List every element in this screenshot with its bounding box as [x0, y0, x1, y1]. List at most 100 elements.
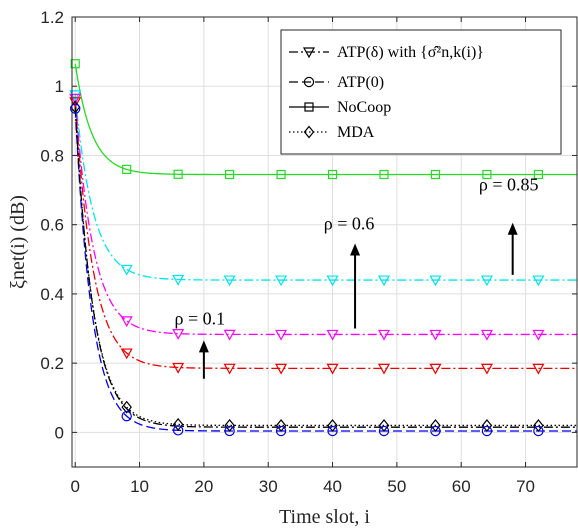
triangle-marker	[223, 275, 236, 287]
y-tick-label: 0.6	[40, 216, 64, 235]
series-line	[74, 63, 577, 176]
series-line	[74, 108, 577, 432]
triangle-marker	[172, 329, 185, 340]
circle-marker	[275, 425, 287, 437]
triangle-marker	[429, 275, 442, 287]
triangle-marker	[377, 275, 391, 287]
triangle-marker	[275, 363, 288, 375]
diamond-marker	[275, 419, 287, 432]
series-line	[74, 98, 577, 336]
series-line	[74, 94, 577, 281]
triangle-marker	[480, 329, 493, 341]
x-tick-label: 50	[387, 477, 406, 496]
series-line	[74, 101, 577, 369]
square-marker	[379, 169, 389, 180]
square-marker	[430, 169, 441, 180]
legend-box	[280, 29, 562, 155]
square-marker	[122, 164, 132, 174]
legend-label: MDA	[337, 124, 375, 141]
annotation-label: ρ = 0.6	[324, 213, 375, 233]
x-tick-label: 10	[130, 477, 149, 496]
square-marker	[533, 169, 544, 180]
diamond-marker	[533, 419, 544, 432]
diamond-marker	[327, 419, 338, 432]
diamond-marker	[430, 419, 441, 432]
triangle-marker	[480, 275, 493, 287]
square-marker	[225, 169, 235, 180]
square-marker	[70, 59, 80, 69]
circle-marker	[224, 425, 235, 437]
annotation-arrowhead	[507, 222, 518, 235]
triangle-marker	[480, 363, 493, 375]
x-tick-label: 20	[194, 477, 213, 496]
diamond-marker	[303, 125, 315, 139]
triangle-marker	[429, 329, 442, 341]
triangle-marker	[69, 90, 82, 102]
annotation-layer: ρ = 0.1 ρ = 0.6 ρ = 0.85	[175, 175, 539, 379]
y-tick-label: 0.4	[40, 285, 64, 304]
triangle-marker	[69, 97, 82, 109]
legend-label: ATP(δ) with {σ̂²n,k(i)}	[337, 44, 484, 61]
circle-marker	[481, 425, 493, 437]
triangle-marker	[326, 329, 339, 341]
x-axis-label: Time slot, i	[279, 506, 370, 528]
diamond-marker	[224, 418, 235, 432]
legend-label: NoCoop	[337, 99, 391, 116]
x-tick-label: 60	[452, 477, 471, 496]
tick-layer: 0 10 20 30 40 50 60 70 0 0.2 0.4 0.6 0.8 1 1.2	[40, 8, 577, 496]
square-marker	[304, 102, 314, 112]
legend: ATP(δ) with {σ̂²n,k(i)} ATP(0) NoCoop MDA	[280, 29, 562, 155]
annotation-label: ρ = 0.1	[175, 308, 226, 328]
triangle-marker	[69, 93, 82, 105]
triangle-marker	[120, 348, 133, 360]
triangle-marker	[172, 274, 185, 286]
series-line	[74, 106, 577, 428]
square-marker	[276, 169, 286, 180]
marker-layer	[69, 59, 545, 437]
y-tick-label: 1	[55, 77, 64, 96]
x-tick-label: 70	[516, 477, 535, 496]
circle-marker	[70, 103, 81, 114]
axes-box	[71, 16, 578, 468]
y-tick-label: 0	[55, 423, 64, 442]
triangle-marker	[275, 275, 288, 287]
circle-marker	[303, 76, 315, 88]
circle-marker	[430, 425, 441, 437]
y-tick-label: 0.8	[40, 146, 64, 165]
triangle-marker	[302, 47, 316, 59]
diamond-marker	[121, 400, 132, 414]
y-tick-label: 1.2	[40, 8, 64, 27]
triangle-marker	[377, 363, 391, 375]
series-layer	[74, 63, 577, 432]
circle-marker	[533, 425, 544, 437]
annotation-label: ρ = 0.85	[479, 175, 539, 195]
triangle-marker	[120, 264, 133, 276]
circle-marker	[121, 410, 132, 422]
square-marker	[327, 169, 338, 180]
triangle-marker	[120, 316, 133, 328]
series-line	[74, 106, 577, 427]
triangle-marker	[429, 363, 442, 375]
circle-marker	[378, 425, 390, 437]
triangle-marker	[532, 275, 545, 287]
x-tick-label: 30	[259, 477, 278, 496]
triangle-marker	[172, 362, 185, 374]
circle-marker	[327, 425, 338, 437]
square-marker	[173, 169, 183, 179]
annotation-arrowhead	[350, 243, 361, 256]
triangle-marker	[326, 275, 339, 287]
annotation-arrowhead	[198, 340, 209, 353]
triangle-marker	[532, 329, 545, 341]
legend-label: ATP(0)	[337, 74, 384, 91]
triangle-marker	[532, 363, 545, 375]
diamond-marker	[172, 417, 184, 431]
y-tick-label: 0.2	[40, 354, 64, 373]
x-tick-label: 40	[323, 477, 342, 496]
diamond-marker	[481, 419, 493, 432]
triangle-marker	[377, 329, 391, 341]
diamond-marker	[378, 419, 390, 432]
circle-marker	[172, 425, 184, 436]
y-axis-label: ξnet(i) (dB)	[7, 195, 29, 289]
x-tick-label: 0	[70, 477, 79, 496]
